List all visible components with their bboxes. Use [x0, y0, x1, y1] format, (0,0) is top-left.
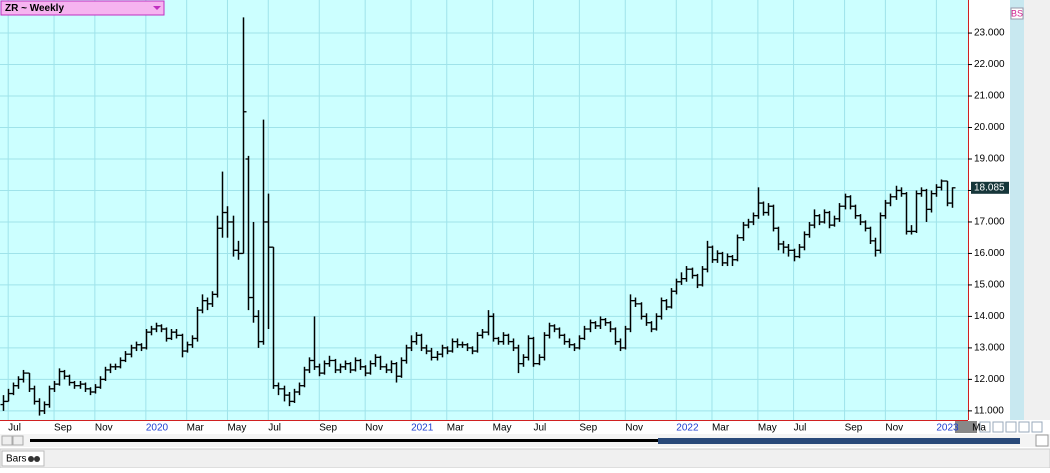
x-tick-label: Jul: [533, 423, 546, 434]
nav-button[interactable]: [1031, 421, 1043, 433]
last-price-box: [971, 181, 1009, 194]
price-axis: [968, 0, 1010, 420]
x-tick-label: May: [227, 423, 246, 434]
side-panel: [1010, 0, 1024, 420]
tab-icon: [34, 456, 40, 462]
y-tick-label: 15.000: [974, 280, 1005, 291]
x-tick-label: May: [758, 423, 777, 434]
y-tick-label: 16.000: [974, 248, 1005, 259]
x-tick-label: Nov: [365, 423, 383, 434]
y-tick-label: 12.000: [974, 374, 1005, 385]
footer-label: Bars: [6, 454, 27, 465]
y-tick-label: 20.000: [974, 122, 1005, 133]
y-tick-label: 21.000: [974, 91, 1005, 102]
x-tick-label: Mar: [187, 423, 205, 434]
x-tick-label: Mar: [447, 423, 465, 434]
zoom-button[interactable]: [1035, 434, 1049, 447]
plot-background: [0, 0, 968, 420]
x-tick-label: Ma: [972, 423, 986, 434]
scroll-thumb[interactable]: [658, 438, 1020, 444]
nav-button[interactable]: [979, 421, 991, 433]
side-panel: [1024, 0, 1050, 420]
y-tick-label: 14.000: [974, 311, 1005, 322]
x-tick-label: Jul: [794, 423, 807, 434]
y-tick-label: 22.000: [974, 59, 1005, 70]
symbol-buttons-text: BS: [1011, 8, 1023, 18]
x-tick-label: Nov: [625, 423, 643, 434]
dropdown-arrow: [153, 6, 161, 10]
y-tick-label: 23.000: [974, 28, 1005, 39]
title-box[interactable]: [0, 0, 165, 16]
nav-button[interactable]: [1005, 421, 1017, 433]
y-tick-label: 19.000: [974, 154, 1005, 165]
symbol-buttons[interactable]: [1010, 7, 1024, 20]
scroll-right[interactable]: [12, 435, 24, 446]
nav-buttons: [979, 421, 1043, 433]
chart-title: ZR ~ Weekly: [5, 3, 64, 14]
x-tick-label: May: [493, 423, 512, 434]
y-tick-label: 17.000: [974, 217, 1005, 228]
time-axis: [0, 420, 1050, 434]
x-tick-label: Mar: [712, 423, 730, 434]
tab-icon: [28, 456, 34, 462]
footer: [0, 448, 1050, 469]
x-tick-label: Nov: [95, 423, 113, 434]
x-tick-label: 2022: [676, 423, 699, 434]
nav-button[interactable]: [1018, 421, 1030, 433]
x-tick-label: 2023: [936, 423, 959, 434]
y-tick-label: 13.000: [974, 343, 1005, 354]
y-tick-label: 11.000: [974, 406, 1004, 417]
x-tick-label: Sep: [319, 423, 337, 434]
x-tick-label: Jul: [268, 423, 281, 434]
nav-button[interactable]: [992, 421, 1004, 433]
x-tick-label: Nov: [885, 423, 903, 434]
x-tick-label: Sep: [579, 423, 597, 434]
last-price-label: 18.085: [974, 182, 1005, 193]
scroll-left[interactable]: [1, 435, 13, 446]
x-tick-label: 2020: [146, 423, 169, 434]
axis-marker: [955, 421, 977, 433]
x-tick-label: Sep: [54, 423, 72, 434]
x-tick-label: 2021: [411, 423, 434, 434]
x-tick-label: Sep: [845, 423, 863, 434]
x-tick-label: Jul: [8, 423, 21, 434]
footer-tab[interactable]: [1, 450, 45, 467]
